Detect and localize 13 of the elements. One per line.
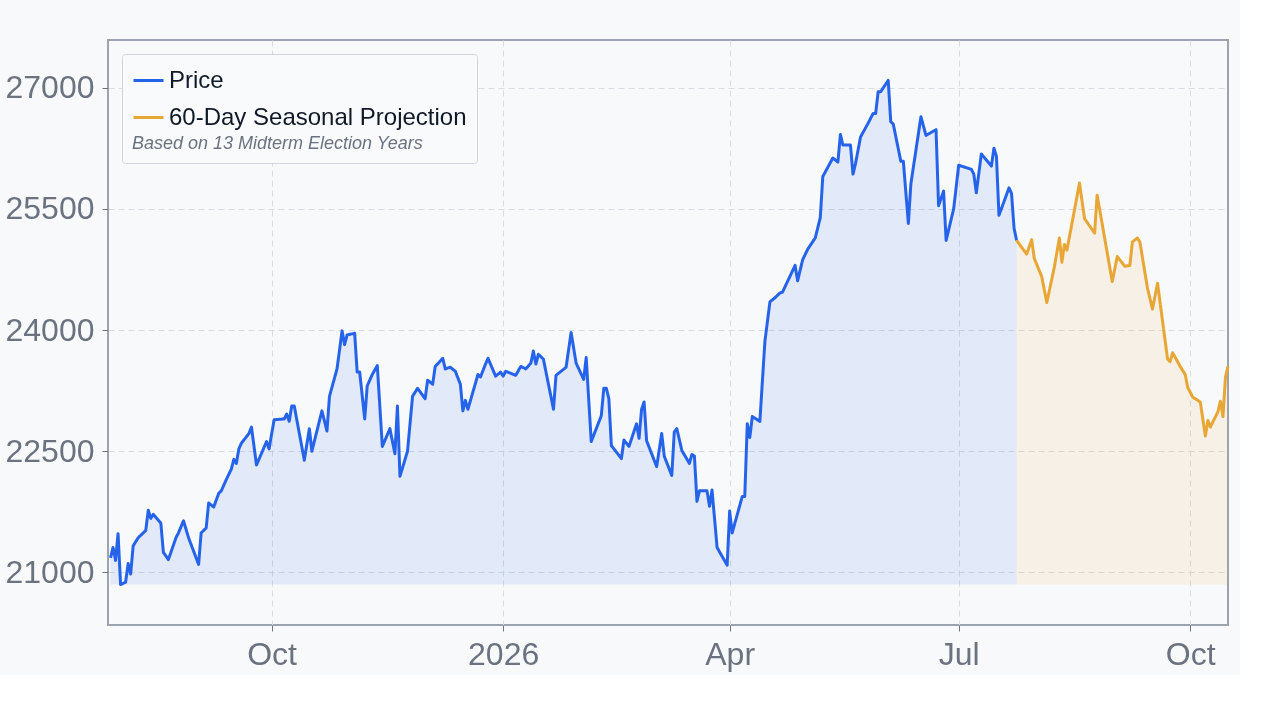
y-tick-label: 25500 [5, 190, 95, 227]
x-tick-label: Jul [938, 635, 980, 672]
legend-label: Price [169, 65, 224, 93]
y-tick-label: 24000 [5, 311, 95, 348]
x-tick-label: Apr [705, 635, 756, 672]
legend-label: 60-Day Seasonal Projection [169, 102, 467, 130]
x-tick-label: Oct [1165, 635, 1216, 672]
y-tick-label: 21000 [5, 553, 95, 590]
legend-title: Based on 13 Midterm Election Years [132, 133, 423, 153]
x-tick-label: Oct [247, 635, 298, 672]
y-tick-label: 27000 [5, 69, 95, 106]
x-tick-label: 2026 [468, 635, 540, 672]
y-tick-label: 22500 [5, 432, 95, 469]
